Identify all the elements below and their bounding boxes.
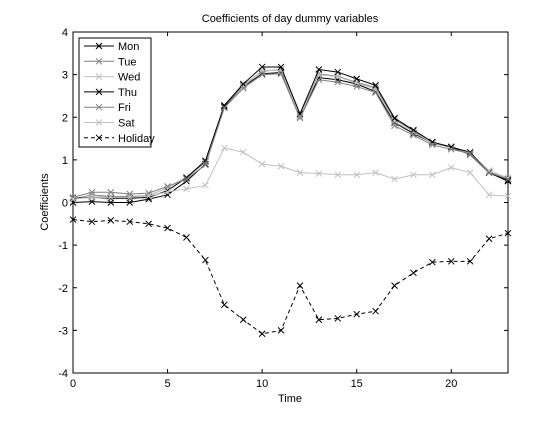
y-tick-label: 0 — [62, 198, 68, 210]
legend-label: Fri — [118, 102, 131, 114]
legend-label: Sat — [118, 118, 135, 130]
legend-label: Tue — [118, 56, 137, 68]
x-axis-label: Time — [278, 393, 302, 405]
y-tick-label: 1 — [62, 155, 68, 167]
legend-label: Wed — [118, 72, 140, 84]
y-tick-label: -2 — [58, 283, 68, 295]
legend-label: Mon — [118, 41, 139, 53]
legend-label: Thu — [118, 87, 137, 99]
x-tick-label: 5 — [165, 378, 171, 390]
legend-label: Holiday — [118, 133, 155, 145]
y-tick-label: -4 — [58, 368, 68, 380]
y-tick-label: -1 — [58, 240, 68, 252]
x-tick-label: 20 — [445, 378, 457, 390]
legend: Mon Tue Wed Thu Fri Sat Holiday — [79, 38, 155, 147]
y-tick-label: 2 — [62, 112, 68, 124]
y-axis-label: Coefficients — [39, 173, 51, 231]
legend-box — [79, 38, 151, 147]
y-tick-label: 4 — [62, 27, 68, 39]
chart-title: Coefficients of day dummy variables — [202, 13, 379, 25]
x-tick-label: 10 — [256, 378, 268, 390]
y-tick-label: 3 — [62, 70, 68, 82]
x-tick-label: 0 — [70, 378, 76, 390]
y-tick-label: -3 — [58, 325, 68, 337]
x-tick-label: 15 — [351, 378, 363, 390]
